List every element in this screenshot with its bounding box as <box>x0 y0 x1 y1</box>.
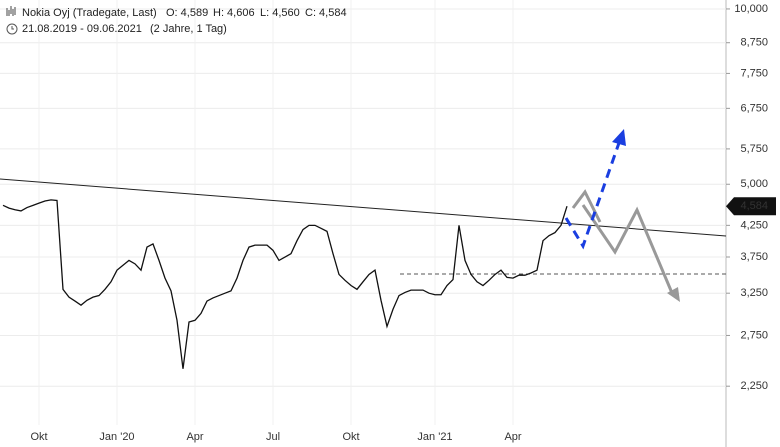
price-marker-label: 4,584 <box>740 200 768 212</box>
y-tick-label: 3,250 <box>740 287 768 299</box>
clock-icon <box>6 23 18 35</box>
x-tick-label: Okt <box>342 431 359 443</box>
chart-title: Nokia Oyj (Tradegate, Last) <box>22 7 157 19</box>
ohlc-label: H: 4,606 <box>213 7 255 19</box>
y-tick-label: 5,750 <box>740 143 768 155</box>
y-tick-label: 8,750 <box>740 37 768 49</box>
y-tick-label: 6,750 <box>740 102 768 114</box>
ohlc-label: L: 4,560 <box>260 7 300 19</box>
y-tick-label: 10,000 <box>734 3 768 15</box>
y-tick-label: 4,250 <box>740 219 768 231</box>
chart-icon <box>6 6 16 16</box>
x-tick-label: Apr <box>504 431 521 443</box>
y-tick-label: 7,750 <box>740 67 768 79</box>
trend-line <box>0 178 727 237</box>
x-tick-label: Apr <box>186 431 203 443</box>
clock-hand <box>11 26 14 30</box>
ohlc-label: C: 4,584 <box>305 7 347 19</box>
x-tick-label: Jul <box>266 431 280 443</box>
ohlc-label: O: 4,589 <box>166 7 208 19</box>
grid <box>0 0 726 425</box>
price-marker <box>726 197 776 216</box>
period: 21.08.2019 - 09.06.2021 <box>22 23 142 35</box>
y-tick-label: 3,750 <box>740 251 768 263</box>
price-line <box>2 199 568 369</box>
arrow-head <box>612 129 626 146</box>
x-tick-label: Jan '20 <box>99 431 134 443</box>
scenario-arrow-gray <box>581 204 674 294</box>
x-tick-label: Okt <box>30 431 47 443</box>
y-tick-label: 2,750 <box>740 329 768 341</box>
y-tick-label: 2,250 <box>740 380 768 392</box>
header: Nokia Oyj (Tradegate, Last) O: 4,589 H: … <box>6 6 347 35</box>
y-tick-label: 5,000 <box>740 178 768 190</box>
x-tick-label: Jan '21 <box>417 431 452 443</box>
scenario-arrow-blue <box>564 139 622 250</box>
arrow-head <box>667 287 680 302</box>
period-note: (2 Jahre, 1 Tag) <box>150 23 227 35</box>
